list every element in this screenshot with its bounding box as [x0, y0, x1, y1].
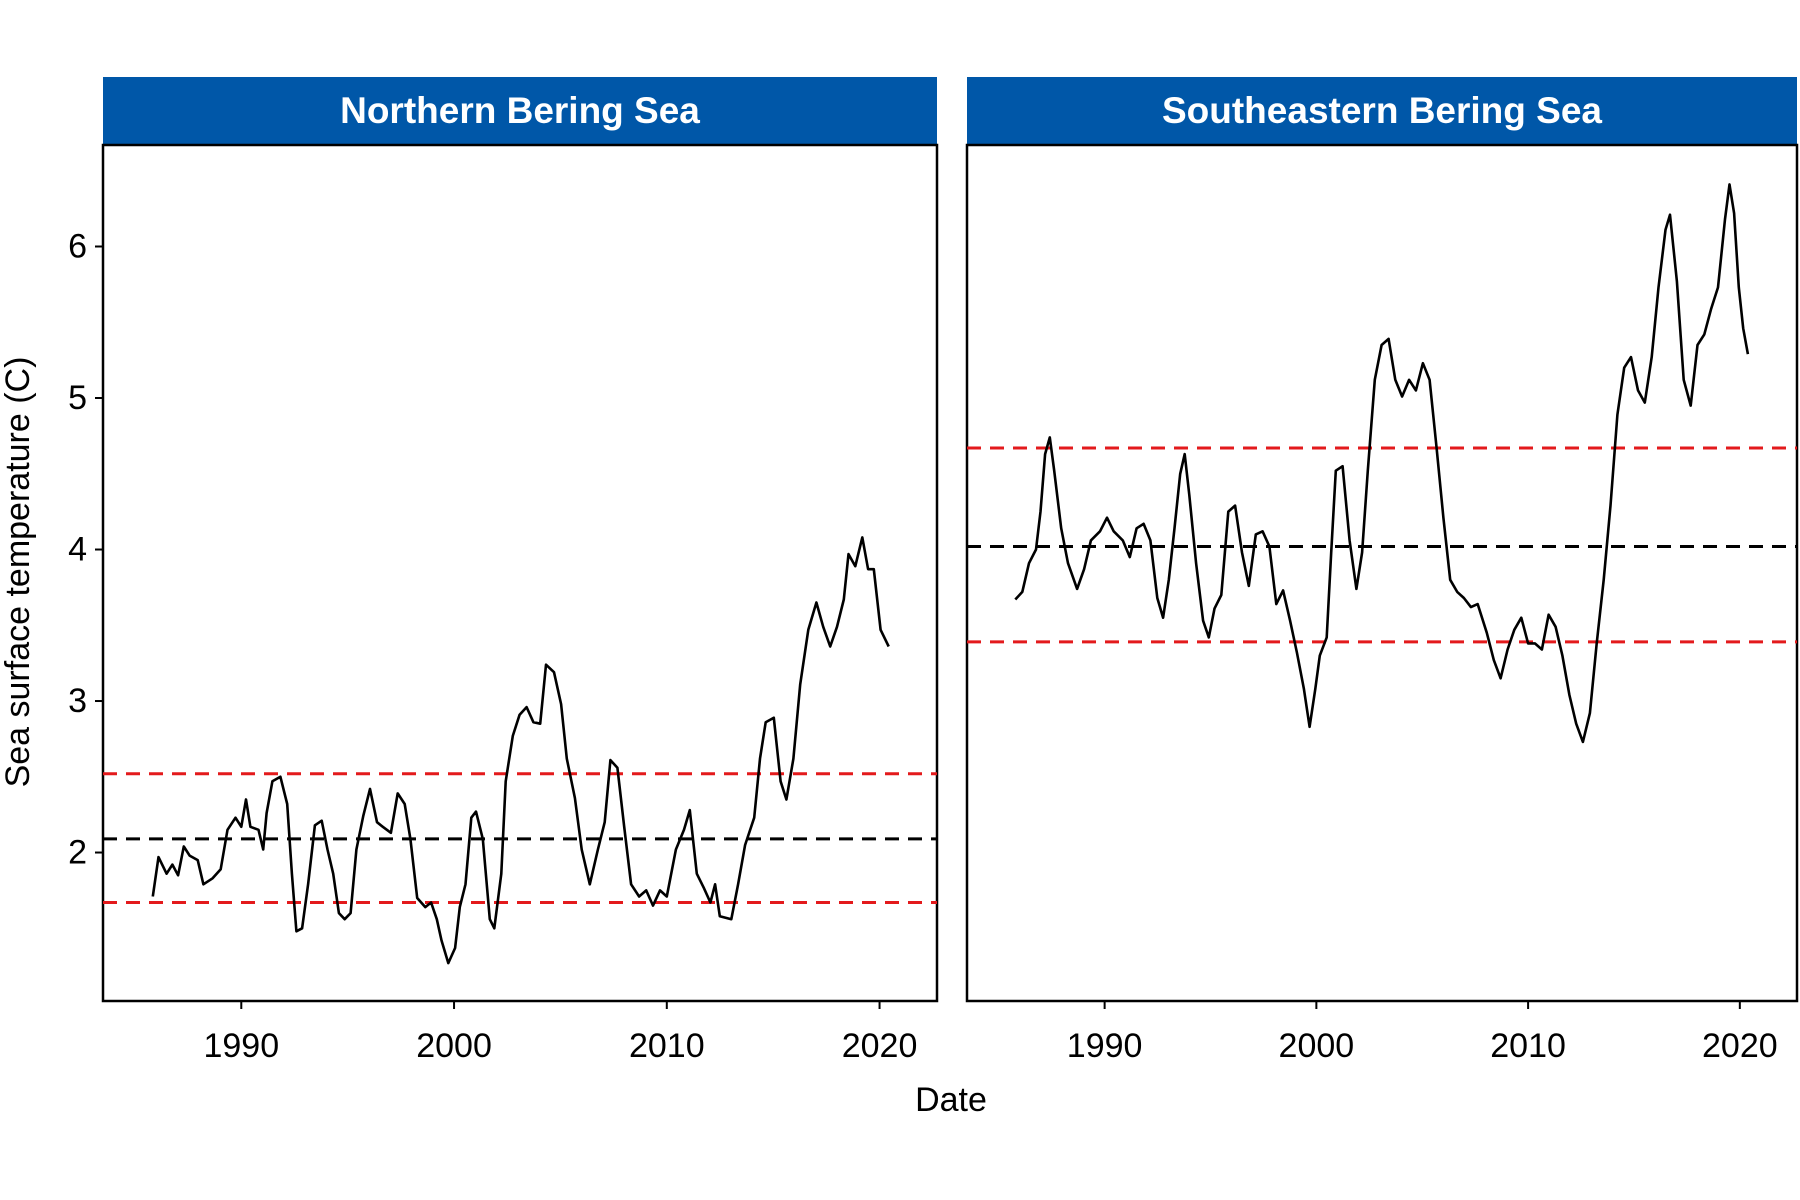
y-tick-label: 6	[68, 227, 87, 265]
y-tick-label: 2	[68, 834, 87, 872]
x-tick-label: 2020	[1702, 1027, 1778, 1065]
panel-border	[965, 143, 1799, 1003]
x-tick-label: 2010	[629, 1027, 705, 1065]
facet-title: Southeastern Bering Sea	[1162, 90, 1602, 131]
x-tick-label: 2000	[1279, 1027, 1355, 1065]
facet-title: Northern Bering Sea	[340, 90, 700, 131]
panel-border	[101, 143, 939, 1003]
facet-strip	[103, 77, 937, 145]
x-tick-label: 1990	[1067, 1027, 1143, 1065]
x-axis-label: Date	[915, 1081, 987, 1119]
x-tick-label: 2020	[842, 1027, 918, 1065]
data-line	[151, 536, 890, 965]
x-tick-label: 2000	[416, 1027, 492, 1065]
facet-strip	[967, 77, 1797, 145]
x-tick-label: 2010	[1490, 1027, 1566, 1065]
x-tick-label: 1990	[203, 1027, 279, 1065]
y-tick-label: 4	[68, 531, 87, 569]
data-line	[1014, 183, 1750, 744]
y-tick-label: 3	[68, 682, 87, 720]
y-tick-label: 5	[68, 379, 87, 417]
y-axis-label: Sea surface temperature (C)	[0, 357, 37, 788]
